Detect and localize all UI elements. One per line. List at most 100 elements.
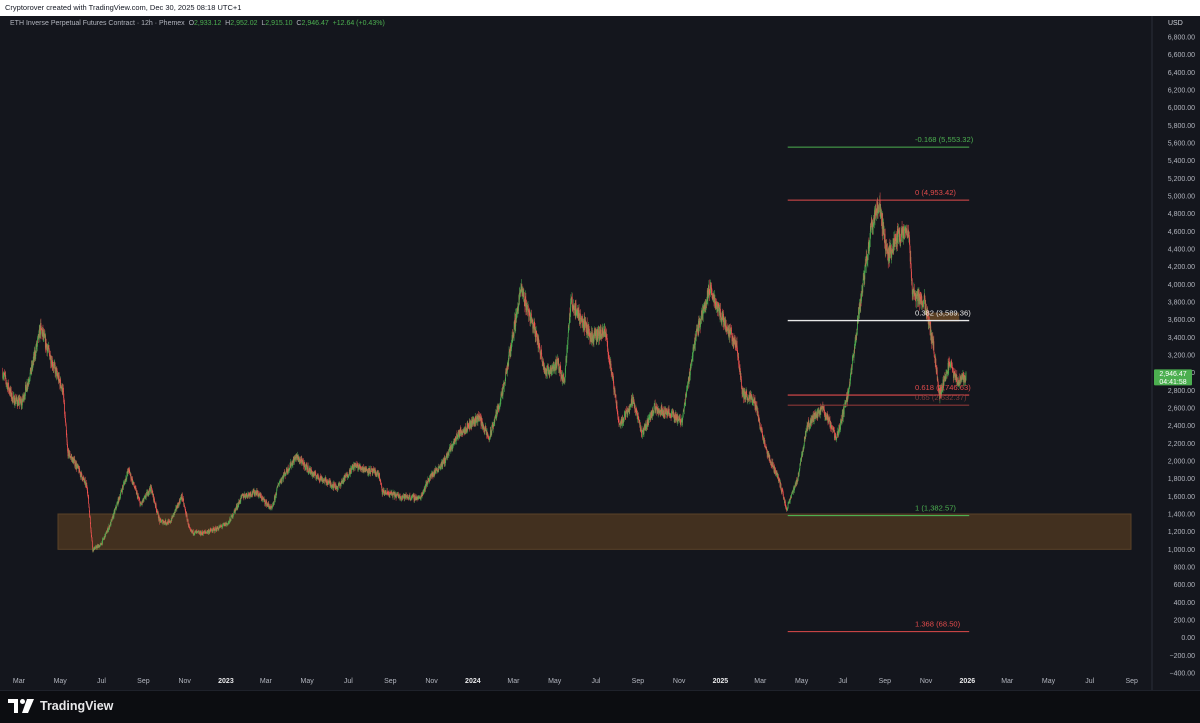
candle [180, 497, 181, 504]
candle [175, 509, 176, 513]
candle [246, 493, 247, 498]
candle [60, 377, 61, 386]
x-tick-label: Nov [673, 678, 686, 685]
x-tick-label: Sep [137, 678, 150, 685]
candle [844, 405, 845, 418]
x-tick-label: May [54, 678, 68, 685]
candle [163, 520, 164, 524]
y-tick-label: 5,400.00 [1168, 158, 1195, 165]
candle [16, 401, 17, 406]
fib-level-label: 0.382 (3,589.36) [915, 309, 971, 318]
x-tick-label: Sep [879, 678, 892, 685]
candle [88, 495, 89, 504]
fib-level-label: 1.368 (68.50) [915, 620, 961, 629]
y-tick-label: 200.00 [1174, 618, 1196, 625]
y-tick-label: 2,400.00 [1168, 423, 1195, 430]
candle [793, 486, 794, 495]
x-tick-label: Jul [97, 678, 106, 685]
tradingview-brand-text: TradingView [40, 699, 113, 713]
y-tick-label: 6,600.00 [1168, 52, 1195, 59]
y-tick-label: 4,400.00 [1168, 247, 1195, 254]
candle [527, 302, 528, 314]
candle [619, 420, 620, 425]
candle [234, 509, 235, 514]
last-price-marker: 2,946.47 04:41:58 [1154, 369, 1192, 386]
candle [291, 465, 292, 469]
candle [436, 468, 437, 470]
x-tick-label: Nov [178, 678, 191, 685]
candle [371, 468, 372, 472]
zones-layer [58, 313, 1131, 550]
y-tick-label: 3,800.00 [1168, 300, 1195, 307]
y-tick-label: 5,600.00 [1168, 141, 1195, 148]
candle [644, 423, 645, 431]
fib-level-label: -0.168 (5,553.32) [915, 135, 974, 144]
candle [92, 540, 93, 546]
candle [55, 365, 56, 378]
x-tick-label: May [795, 678, 809, 685]
x-tick-label: May [1042, 678, 1056, 685]
candle [494, 419, 495, 426]
candle [69, 455, 70, 458]
candle [813, 411, 814, 422]
candle [602, 328, 603, 340]
y-tick-label: 3,200.00 [1168, 353, 1195, 360]
fib-level-label: 0.618 (2,746.63) [915, 383, 971, 392]
y-tick-label: 6,400.00 [1168, 70, 1195, 77]
candle [933, 336, 934, 354]
candle [529, 308, 530, 317]
y-tick-label: 4,200.00 [1168, 264, 1195, 271]
chart-credit-text: Cryptorover created with TradingView.com… [0, 3, 241, 12]
y-tick-label: 5,000.00 [1168, 194, 1195, 201]
x-tick-label: Mar [507, 678, 520, 685]
candle [567, 345, 568, 363]
x-tick-label: Mar [754, 678, 767, 685]
price-chart[interactable]: -0.168 (5,553.32) 0 (4,953.42) 0.382 (3,58… [0, 16, 1200, 690]
y-tick-label: 3,600.00 [1168, 317, 1195, 324]
y-tick-label: 1,400.00 [1168, 512, 1195, 519]
candle [25, 382, 26, 399]
candle [912, 278, 913, 300]
candle [878, 202, 879, 219]
candle [577, 305, 578, 318]
x-tick-label: Sep [632, 678, 645, 685]
candle [862, 284, 863, 296]
fib-level-label: 0 (4,953.42) [915, 188, 956, 197]
x-tick-label: Nov [425, 678, 438, 685]
y-tick-label: 4,000.00 [1168, 282, 1195, 289]
candle [481, 415, 482, 423]
candles-layer [2, 193, 966, 553]
y-tick-label: 1,600.00 [1168, 494, 1195, 501]
y-tick-label: 6,800.00 [1168, 35, 1195, 42]
candle [350, 473, 351, 477]
x-tick-label: 2023 [218, 678, 234, 685]
candle [879, 203, 880, 212]
x-tick-label: Nov [920, 678, 933, 685]
tradingview-logo[interactable]: TradingView [8, 699, 113, 713]
currency-label[interactable]: USD [1168, 20, 1183, 27]
candle [934, 354, 935, 357]
candle [442, 460, 443, 470]
y-tick-label: 4,600.00 [1168, 229, 1195, 236]
last-price-value: 2,946.47 [1159, 371, 1186, 378]
y-tick-label: 2,200.00 [1168, 441, 1195, 448]
candle [565, 365, 566, 377]
y-tick-label: 400.00 [1174, 600, 1196, 607]
candle [393, 490, 394, 500]
x-tick-label: 2024 [465, 678, 481, 685]
y-tick-label: 800.00 [1174, 565, 1196, 572]
y-tick-label: −400.00 [1170, 671, 1196, 678]
x-tick-label: Mar [1001, 678, 1014, 685]
candle [916, 291, 917, 308]
x-tick-label: 2025 [713, 678, 729, 685]
candle [966, 371, 967, 381]
chart-credit-bar: Cryptorover created with TradingView.com… [0, 0, 1200, 16]
candle [511, 351, 512, 357]
y-tick-label: 1,000.00 [1168, 547, 1195, 554]
footer-bar: TradingView [0, 690, 1200, 723]
x-tick-label: Sep [384, 678, 397, 685]
candle [8, 379, 9, 393]
tradingview-logo-icon [8, 699, 34, 713]
y-tick-label: 600.00 [1174, 582, 1196, 589]
